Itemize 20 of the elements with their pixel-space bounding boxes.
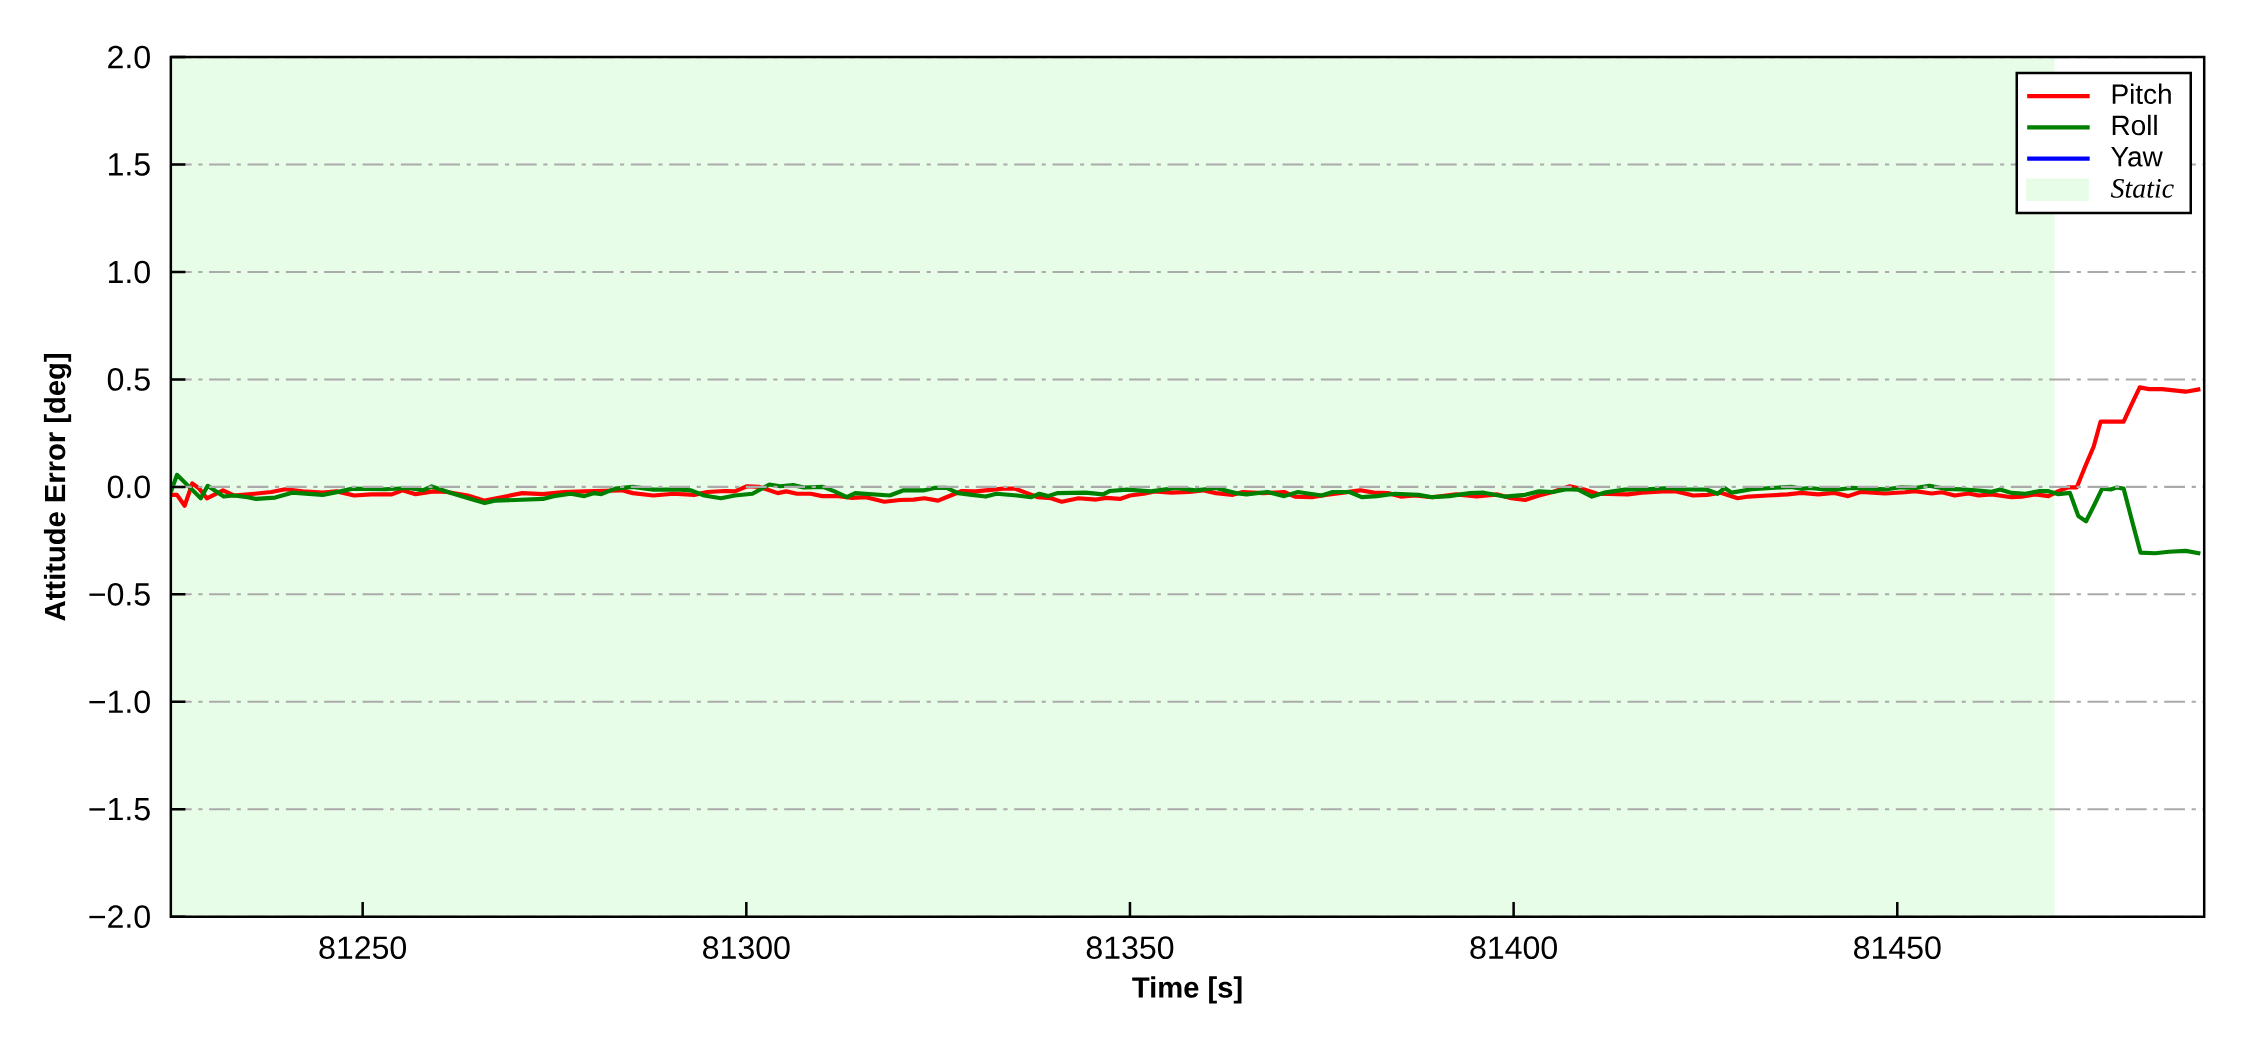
legend-label: Yaw bbox=[2111, 147, 2163, 167]
y-tick-label: 1.5 bbox=[109, 153, 150, 176]
legend-label: Pitch bbox=[2112, 83, 2171, 105]
x-tick-label: 81400 bbox=[1470, 936, 1557, 960]
y-tick-label: 0.5 bbox=[107, 368, 150, 391]
y-tick-label: 0.0 bbox=[107, 475, 150, 499]
x-tick-label: 81300 bbox=[703, 936, 790, 960]
y-tick-label: 2.0 bbox=[108, 45, 150, 69]
y-tick-label: −0.5 bbox=[89, 582, 150, 606]
y-axis-title: Attitude Error [deg] bbox=[43, 354, 72, 621]
y-tick-label: −1.5 bbox=[89, 798, 150, 821]
band-label: Static bbox=[2110, 179, 2174, 198]
legend-label: Roll bbox=[2112, 114, 2157, 136]
x-tick-label: 81250 bbox=[319, 936, 406, 960]
x-axis-title: Time [s] bbox=[1132, 976, 1242, 1004]
y-tick-label: 1.0 bbox=[109, 260, 150, 284]
x-tick-label: 81350 bbox=[1086, 936, 1174, 960]
y-tick-label: −1.0 bbox=[89, 690, 150, 714]
x-tick-label: 81450 bbox=[1854, 936, 1941, 960]
y-tick-label: −2.0 bbox=[89, 905, 150, 929]
